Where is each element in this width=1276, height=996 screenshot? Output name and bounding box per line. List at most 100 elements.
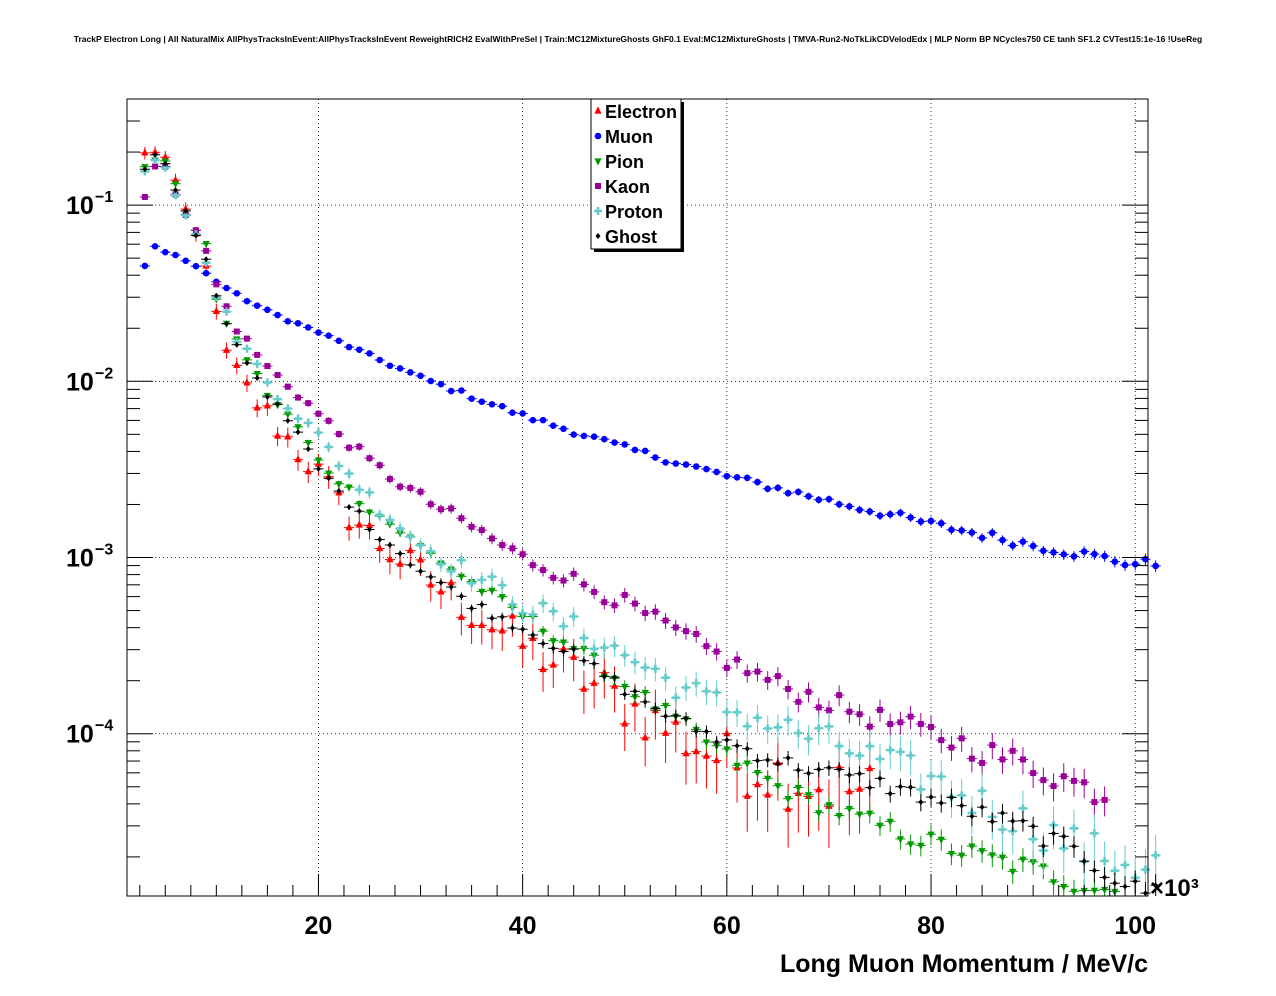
ghost-marker (1000, 810, 1006, 817)
electron-marker (233, 360, 241, 368)
pion-point (793, 779, 804, 797)
muon-marker (611, 439, 618, 446)
proton-marker (1110, 866, 1119, 875)
proton-marker (294, 414, 303, 423)
ghost-point (149, 151, 161, 158)
ghost-marker (254, 374, 260, 381)
muon-marker (1111, 558, 1119, 565)
muon-point (1079, 546, 1090, 558)
kaon-marker (907, 713, 914, 720)
ghost-point (180, 207, 191, 214)
electron-marker (427, 580, 435, 588)
ghost-point (782, 750, 794, 766)
muon-point (936, 518, 947, 528)
proton-point (415, 538, 426, 553)
proton-marker (477, 575, 486, 584)
proton-marker (171, 191, 180, 200)
ghost-point (680, 712, 692, 725)
muon-marker (774, 484, 782, 492)
ghost-marker (703, 728, 709, 735)
kaon-point (282, 383, 293, 390)
proton-marker (671, 693, 680, 702)
ghost-point (946, 788, 957, 808)
ghost-point (262, 393, 273, 400)
x-tick-label: 40 (509, 912, 537, 940)
electron-marker (580, 684, 588, 692)
muon-marker (366, 350, 373, 357)
muon-marker (519, 410, 526, 417)
pion-marker (171, 181, 180, 189)
electron-marker (273, 431, 282, 439)
pion-point (813, 804, 824, 823)
ghost-point (1140, 882, 1151, 897)
pion-marker (702, 739, 711, 747)
electron-point (456, 602, 467, 636)
proton-marker (722, 708, 731, 717)
kaon-point (599, 595, 610, 610)
electron-point (343, 516, 355, 541)
legend-kaon-marker (595, 183, 601, 189)
ghost-point (476, 600, 487, 609)
muon-point (415, 372, 426, 380)
muon-point (537, 416, 549, 424)
ghost-point (241, 360, 253, 367)
proton-point (486, 568, 498, 586)
electron-marker (345, 523, 353, 531)
proton-point (864, 731, 875, 765)
ghost-point (599, 671, 610, 682)
kaon-marker (346, 444, 353, 451)
muon-marker (1029, 542, 1037, 550)
legend-electron-marker (594, 106, 602, 114)
kaon-marker (928, 723, 935, 730)
series-ghost (139, 151, 1161, 897)
ghost-marker (581, 657, 587, 664)
electron-marker (376, 543, 384, 552)
ghost-marker (877, 775, 883, 782)
muon-point (1119, 559, 1131, 571)
ghost-point (966, 807, 977, 827)
ghost-point (558, 646, 569, 657)
proton-point (221, 307, 232, 316)
proton-point (303, 417, 314, 429)
pion-marker (253, 370, 261, 379)
proton-marker (641, 663, 650, 672)
kaon-marker (948, 744, 955, 751)
pion-marker (896, 836, 905, 844)
electron-marker (661, 728, 670, 736)
ghost-marker (806, 770, 812, 777)
electron-point (272, 427, 283, 447)
electron-point (742, 772, 753, 832)
proton-marker (1029, 835, 1038, 844)
proton-marker (784, 715, 793, 724)
ghost-point (537, 639, 549, 649)
muon-marker (682, 461, 690, 468)
ghost-point (711, 735, 722, 749)
pion-point (201, 241, 212, 249)
proton-point (425, 544, 436, 559)
ghost-point (313, 465, 324, 472)
muon-marker (304, 324, 312, 331)
ghost-point (435, 578, 447, 587)
pion-marker (580, 645, 588, 653)
kaon-point (936, 728, 947, 754)
legend-proton-marker (594, 207, 602, 215)
kaon-point (997, 747, 1008, 774)
ghost-marker (366, 526, 372, 533)
kaon-point (874, 699, 886, 722)
muon-point (946, 525, 957, 535)
proton-marker (436, 560, 445, 569)
kaon-marker (825, 707, 832, 714)
kaon-marker (887, 721, 894, 728)
kaon-marker (417, 488, 424, 495)
proton-point (405, 529, 416, 544)
muon-marker (172, 251, 179, 259)
proton-marker (569, 612, 578, 621)
ghost-marker (857, 770, 863, 777)
muon-point (558, 425, 569, 433)
proton-point (456, 552, 467, 569)
muon-marker (141, 262, 149, 270)
kaon-marker (519, 551, 526, 558)
proton-marker (416, 541, 425, 550)
pion-point (660, 698, 671, 713)
pion-marker (365, 509, 374, 517)
